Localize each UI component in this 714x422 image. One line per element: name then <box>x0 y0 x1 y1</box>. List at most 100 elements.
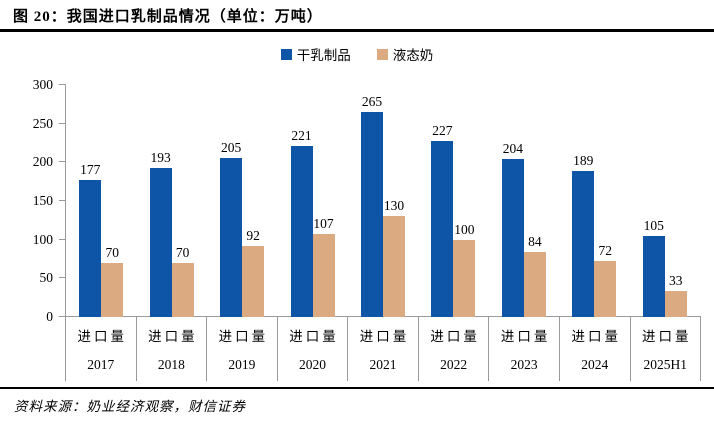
legend: 干乳制品 液态奶 <box>0 44 714 64</box>
bar-液态奶 <box>242 246 265 317</box>
x-axis-labels: 进口量 2017 进口量 2018 进口量 2019 进口量 2020 进口量 2021 进口量 20… <box>65 317 702 381</box>
bar-value-label: 70 <box>175 245 190 260</box>
x-category-row-label: 进口量 <box>218 329 269 344</box>
bar-干乳制品 <box>220 158 243 317</box>
bar-unit: 107 <box>312 216 335 317</box>
x-category-row-label: 进口量 <box>571 329 621 344</box>
y-tick-label: 100 <box>32 231 53 247</box>
bar-液态奶 <box>594 261 617 317</box>
legend-item-dry-dairy: 干乳制品 <box>280 44 351 64</box>
bar-unit: 100 <box>453 222 476 317</box>
bar-value-label: 100 <box>454 222 475 237</box>
bar-unit: 221 <box>290 128 313 317</box>
bar-unit: 33 <box>664 273 687 317</box>
bar-干乳制品 <box>642 236 665 317</box>
bar-value-label: 205 <box>220 140 242 155</box>
figure-title: 图 20：我国进口乳制品情况（单位：万吨） <box>13 9 323 25</box>
y-tick-label: 0 <box>46 309 53 324</box>
bar-chart: 177 70 193 70 205 92 221 107 265 130 227 100 204 84 18… <box>0 77 714 324</box>
bar-unit: 265 <box>360 94 383 317</box>
bar-液态奶 <box>101 263 124 317</box>
figure-header: 图 20：我国进口乳制品情况（单位：万吨） <box>0 0 714 32</box>
bar-value-label: 84 <box>528 234 542 249</box>
y-tick <box>59 316 66 317</box>
y-tick-label: 250 <box>32 115 53 131</box>
bar-液态奶 <box>453 240 476 317</box>
bar-value-label: 227 <box>432 123 453 138</box>
y-tick <box>59 84 66 85</box>
x-category-cell: 进口量 2019 <box>206 317 277 381</box>
bar-unit: 204 <box>501 141 524 317</box>
bar-干乳制品 <box>149 168 172 317</box>
bar-group: 177 70 <box>66 85 136 317</box>
y-tick <box>59 161 66 163</box>
bar-unit: 92 <box>242 228 265 317</box>
bar-unit: 177 <box>79 162 102 317</box>
x-category-cell: 进口量 2025H1 <box>629 317 702 381</box>
bar-unit: 70 <box>171 245 194 317</box>
x-category-cell: 进口量 2021 <box>347 317 418 381</box>
bar-group: 193 70 <box>136 85 206 317</box>
bar-group: 204 84 <box>489 85 559 317</box>
y-tick <box>59 238 66 240</box>
y-tick-label: 300 <box>32 77 53 92</box>
bar-value-label: 221 <box>291 128 312 143</box>
x-category-cell: 进口量 2017 <box>65 317 136 381</box>
bar-unit: 72 <box>594 243 617 317</box>
x-category-year: 2017 <box>87 357 115 372</box>
bar-unit: 193 <box>149 150 172 317</box>
bar-干乳制品 <box>360 112 383 317</box>
x-category-cell: 进口量 2024 <box>558 317 630 381</box>
x-category-row-label: 进口量 <box>500 329 551 344</box>
bar-group: 189 72 <box>559 85 629 317</box>
bar-液态奶 <box>523 252 546 317</box>
x-category-cell: 进口量 2020 <box>276 317 348 381</box>
x-category-row-label: 进口量 <box>77 329 128 344</box>
x-category-row-label: 进口量 <box>430 329 480 344</box>
bar-value-label: 193 <box>150 150 171 165</box>
bar-value-label: 265 <box>361 94 383 109</box>
y-tick <box>59 200 66 201</box>
x-category-year: 2023 <box>510 357 538 372</box>
x-category-row-label: 进口量 <box>289 329 339 344</box>
y-axis-line <box>65 85 66 317</box>
legend-item-liquid-milk: 液态奶 <box>376 44 434 64</box>
x-category-year: 2021 <box>369 357 397 372</box>
y-tick <box>59 277 66 279</box>
bar-value-label: 72 <box>598 243 613 258</box>
bar-value-label: 107 <box>313 216 334 231</box>
bar-unit: 70 <box>101 245 124 317</box>
bar-value-label: 92 <box>246 228 260 243</box>
x-category-year: 2019 <box>228 357 256 372</box>
bar-液态奶 <box>312 234 335 317</box>
source-note: 资料来源：奶业经济观察，财信证券 <box>14 399 246 414</box>
bar-value-label: 177 <box>80 162 101 177</box>
x-category-row-label: 进口量 <box>642 329 692 344</box>
bar-value-label: 33 <box>668 273 683 288</box>
bar-干乳制品 <box>79 180 102 317</box>
bar-干乳制品 <box>501 159 524 317</box>
bar-group: 105 33 <box>630 85 700 317</box>
x-category-year: 2022 <box>440 357 468 372</box>
plot-area: 177 70 193 70 205 92 221 107 265 130 227 100 204 84 18… <box>66 85 700 317</box>
x-category-row-label: 进口量 <box>359 329 410 344</box>
x-category-cell: 进口量 2018 <box>135 317 207 381</box>
legend-label-dry-dairy: 干乳制品 <box>296 48 351 63</box>
bar-干乳制品 <box>431 141 454 317</box>
bar-value-label: 105 <box>643 218 664 233</box>
bar-unit: 189 <box>572 153 595 317</box>
bar-unit: 130 <box>382 198 405 317</box>
x-category-year: 2020 <box>298 357 326 372</box>
bar-value-label: 204 <box>502 141 523 156</box>
y-tick-label: 150 <box>32 193 53 208</box>
bar-group: 265 130 <box>348 85 418 317</box>
legend-label-liquid-milk: 液态奶 <box>392 48 434 63</box>
bar-value-label: 130 <box>383 198 405 213</box>
footer-divider <box>0 387 714 389</box>
bar-液态奶 <box>171 263 194 317</box>
x-category-cell: 进口量 2023 <box>488 317 559 381</box>
bar-unit: 227 <box>431 123 454 317</box>
y-tick <box>59 122 66 124</box>
bar-液态奶 <box>382 216 405 317</box>
bar-液态奶 <box>664 291 687 317</box>
